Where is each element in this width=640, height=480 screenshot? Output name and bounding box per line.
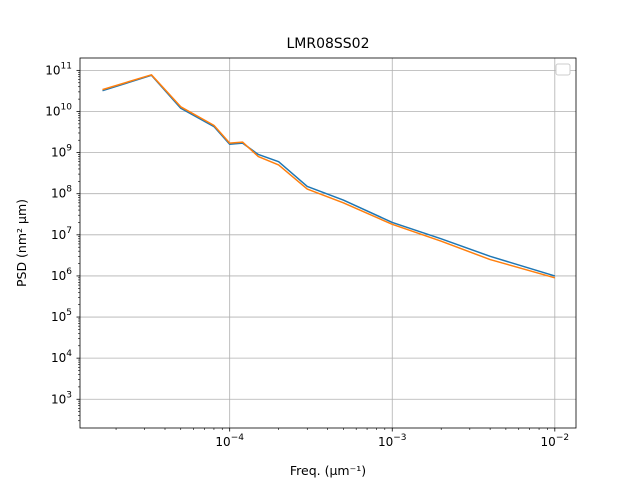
y-tick-exp: 4 <box>66 349 72 359</box>
chart-title: LMR08SS02 <box>286 36 369 52</box>
x-tick-base: 10 <box>378 435 393 449</box>
y-tick-base: 10 <box>51 351 66 365</box>
y-tick-label: 104 <box>51 349 72 365</box>
x-axis-label: Freq. (μm⁻¹) <box>290 463 366 478</box>
y-tick-base: 10 <box>51 187 66 201</box>
tick-layer: 10−4 10−3 10−21031041051061071081091010101… <box>45 61 569 449</box>
y-tick-exp: 9 <box>66 144 72 154</box>
y-tick-base: 10 <box>51 269 66 283</box>
y-tick-base: 10 <box>45 63 60 77</box>
x-tick-label: 10−4 <box>215 433 244 449</box>
y-tick-base: 10 <box>51 228 66 242</box>
series-line-1 <box>102 74 556 277</box>
y-tick-label: 107 <box>51 226 72 242</box>
series-line-2 <box>102 74 556 279</box>
y-tick-exp: 5 <box>66 308 72 318</box>
y-tick-label: 106 <box>51 267 72 283</box>
y-tick-exp: 6 <box>66 267 72 277</box>
x-tick-base: 10 <box>541 435 556 449</box>
y-tick-label: 109 <box>51 144 72 160</box>
x-tick-exp: −3 <box>393 433 406 443</box>
x-tick-base: 10 <box>215 435 230 449</box>
y-tick-label: 103 <box>51 390 72 406</box>
y-tick-label: 108 <box>51 185 72 201</box>
y-tick-exp: 10 <box>61 102 73 112</box>
y-axis-label: PSD (nm² μm) <box>14 199 29 287</box>
series-layer <box>102 74 556 279</box>
x-tick-label: 10−2 <box>541 433 570 449</box>
x-tick-label: 10−3 <box>378 433 407 449</box>
y-tick-base: 10 <box>51 392 66 406</box>
y-tick-exp: 8 <box>66 185 72 195</box>
y-tick-label: 105 <box>51 308 72 324</box>
legend-box <box>555 63 571 76</box>
x-tick-exp: −2 <box>556 433 569 443</box>
axes-frame <box>79 57 577 429</box>
y-tick-label: 1011 <box>45 61 72 77</box>
y-tick-base: 10 <box>51 146 66 160</box>
y-tick-exp: 3 <box>66 390 72 400</box>
y-tick-label: 1010 <box>45 102 72 118</box>
y-tick-base: 10 <box>45 104 60 118</box>
y-tick-exp: 11 <box>61 61 72 71</box>
plot-area <box>80 58 576 428</box>
grid-lines <box>80 58 576 428</box>
y-tick-exp: 7 <box>66 226 72 236</box>
y-tick-base: 10 <box>51 310 66 324</box>
x-tick-exp: −4 <box>231 433 245 443</box>
